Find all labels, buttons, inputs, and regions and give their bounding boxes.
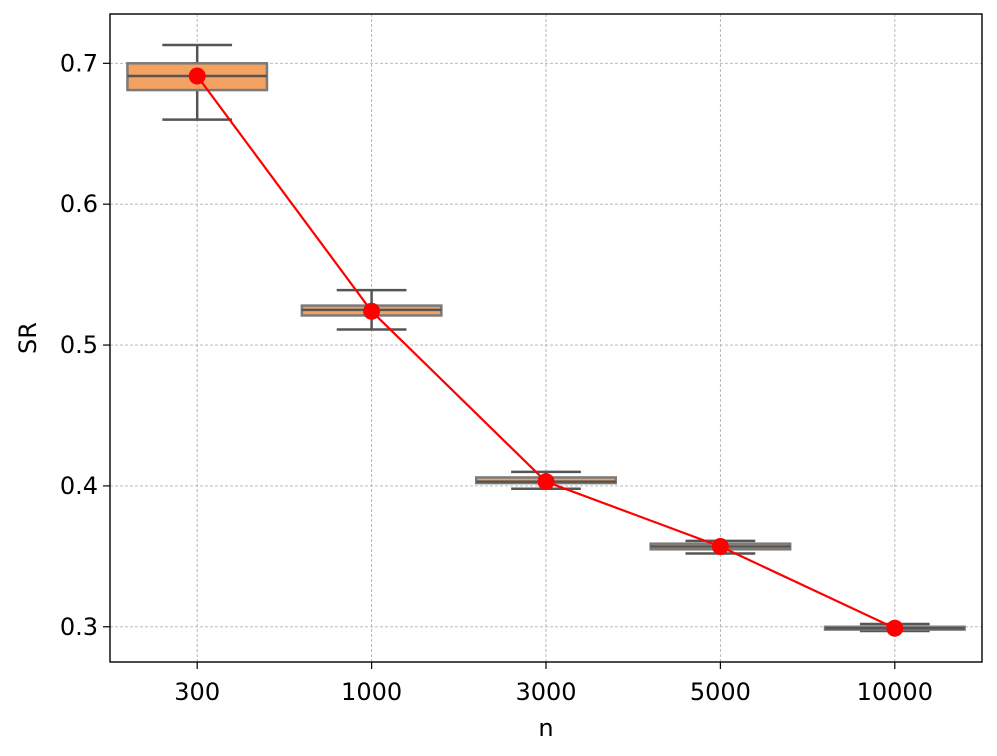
x-tick-label: 10000 bbox=[857, 678, 933, 706]
y-tick-label: 0.4 bbox=[60, 472, 98, 500]
mean-point bbox=[886, 619, 904, 637]
x-tick-label: 300 bbox=[174, 678, 220, 706]
mean-point bbox=[188, 67, 206, 85]
mean-point bbox=[363, 302, 381, 320]
x-tick-label: 3000 bbox=[515, 678, 576, 706]
box-layer bbox=[126, 43, 966, 633]
mean-point bbox=[711, 537, 729, 555]
y-axis-label: SR bbox=[14, 322, 42, 354]
tick-layer: 0.3 0.4 0.5 0.6 0.7 300 1000 3000 5000 10000 bbox=[60, 49, 933, 706]
y-tick-label: 0.7 bbox=[60, 49, 98, 77]
y-tick-label: 0.6 bbox=[60, 190, 98, 218]
mean-point bbox=[537, 473, 555, 491]
y-tick-label: 0.5 bbox=[60, 331, 98, 359]
x-axis-label: n bbox=[538, 714, 553, 742]
grid-layer bbox=[110, 14, 982, 662]
x-tick-label: 1000 bbox=[341, 678, 402, 706]
line-layer bbox=[188, 67, 904, 637]
x-tick-label: 5000 bbox=[690, 678, 751, 706]
y-tick-label: 0.3 bbox=[60, 613, 98, 641]
